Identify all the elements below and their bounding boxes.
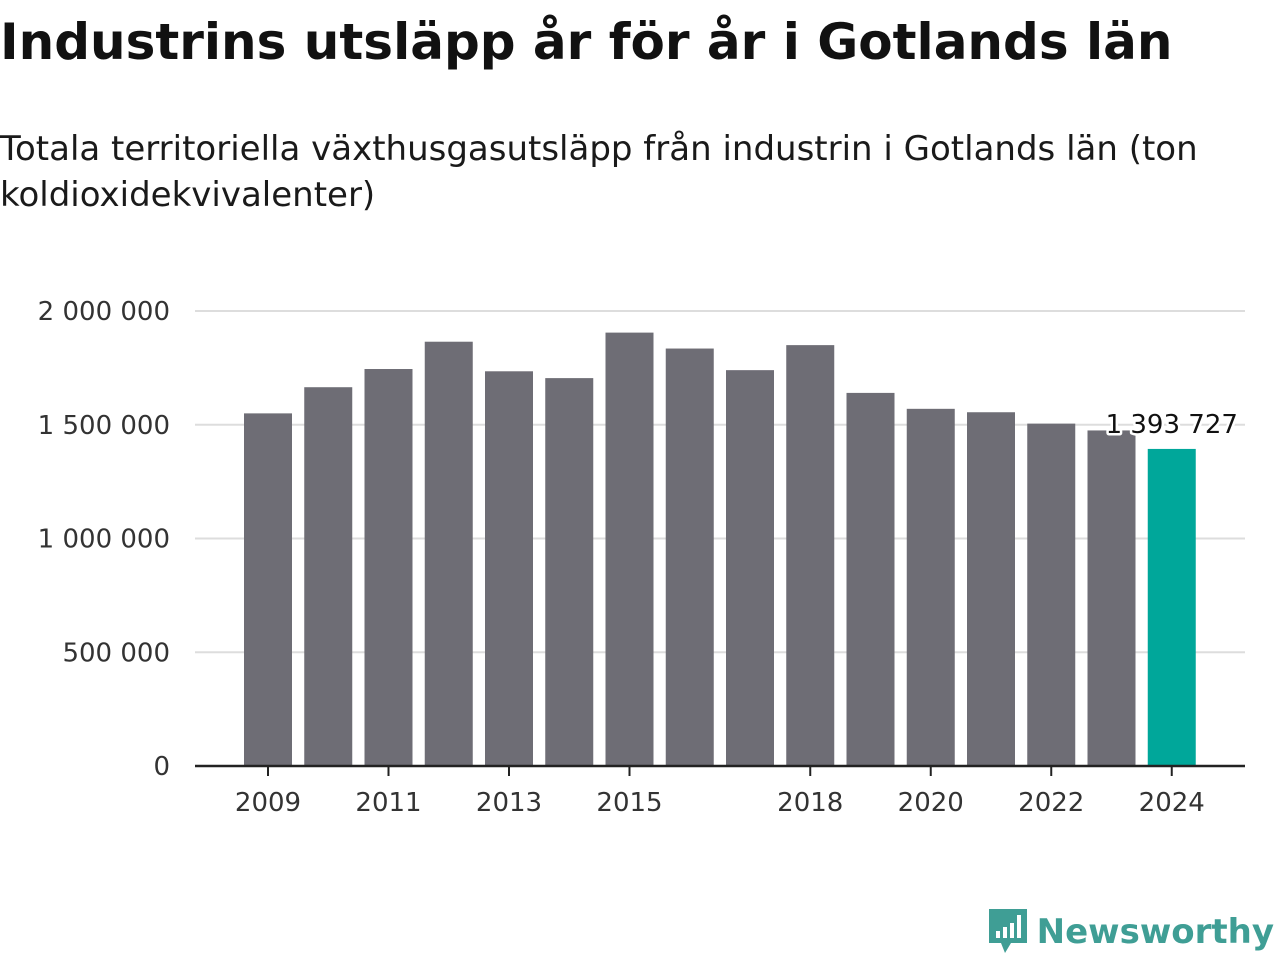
y-tick-label: 500 000 [62,638,170,668]
x-tick-label: 2022 [1018,788,1084,818]
y-tick-label: 1 500 000 [38,411,170,441]
bar-2016 [665,348,714,766]
bar-2018 [786,345,835,766]
chart-subtitle: Totala territoriella växthusgasutsläpp f… [0,129,1198,215]
y-tick-label: 2 000 000 [38,297,170,327]
bar-2017 [726,370,774,766]
x-tick-label: 2009 [235,788,301,818]
bars [244,332,1196,766]
highlight-value-label: 1 393 727 [1106,410,1238,440]
x-tick-label: 2020 [898,788,964,818]
bar-2024 [1147,448,1196,766]
y-tick-label: 1 000 000 [38,525,170,555]
brand-logo: Newsworthy [987,906,1274,958]
bar-2009 [244,413,292,766]
bar-2021 [967,412,1015,766]
x-tick-label: 2015 [596,788,662,818]
bar-2023 [1087,430,1136,766]
x-tick-label: 2024 [1139,788,1205,818]
chart-title: Industrins utsläpp år för år i Gotlands … [0,13,1173,71]
labels: 0 500 000 1 000 000 1 500 000 2 000 000 2009 2… [38,297,1241,818]
bar-2022 [1027,423,1076,766]
bar-2012 [424,341,473,766]
bar-2011 [364,369,413,766]
bar-2019 [846,392,895,766]
newsworthy-logo-icon [987,905,1029,959]
x-tick-label: 2013 [476,788,542,818]
bar-2010 [304,387,353,766]
bar-2014 [545,378,594,766]
y-tick-label: 0 [153,752,170,782]
bar-2015 [605,332,654,766]
x-tick-label: 2011 [355,788,421,818]
brand-name: Newsworthy [1036,912,1274,952]
bar-2013 [485,371,533,766]
x-tick-label: 2018 [777,788,843,818]
bar-2020 [906,408,955,766]
axes [195,764,1245,776]
